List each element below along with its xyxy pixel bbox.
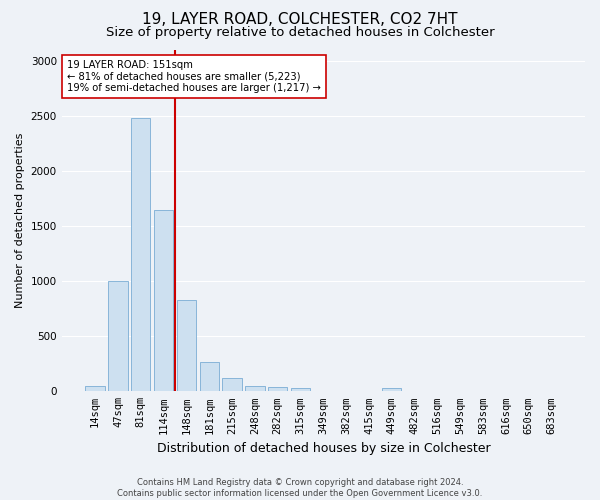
Bar xyxy=(268,388,287,392)
X-axis label: Distribution of detached houses by size in Colchester: Distribution of detached houses by size … xyxy=(157,442,490,455)
Bar xyxy=(200,362,219,392)
Text: Contains HM Land Registry data © Crown copyright and database right 2024.
Contai: Contains HM Land Registry data © Crown c… xyxy=(118,478,482,498)
Y-axis label: Number of detached properties: Number of detached properties xyxy=(15,133,25,308)
Bar xyxy=(131,118,151,392)
Bar xyxy=(177,300,196,392)
Bar xyxy=(245,386,265,392)
Text: Size of property relative to detached houses in Colchester: Size of property relative to detached ho… xyxy=(106,26,494,39)
Bar xyxy=(154,210,173,392)
Bar xyxy=(314,391,333,392)
Bar xyxy=(291,388,310,392)
Bar xyxy=(85,386,105,392)
Text: 19 LAYER ROAD: 151sqm
← 81% of detached houses are smaller (5,223)
19% of semi-d: 19 LAYER ROAD: 151sqm ← 81% of detached … xyxy=(67,60,321,94)
Bar xyxy=(223,378,242,392)
Text: 19, LAYER ROAD, COLCHESTER, CO2 7HT: 19, LAYER ROAD, COLCHESTER, CO2 7HT xyxy=(142,12,458,28)
Bar xyxy=(382,388,401,392)
Bar xyxy=(108,281,128,392)
